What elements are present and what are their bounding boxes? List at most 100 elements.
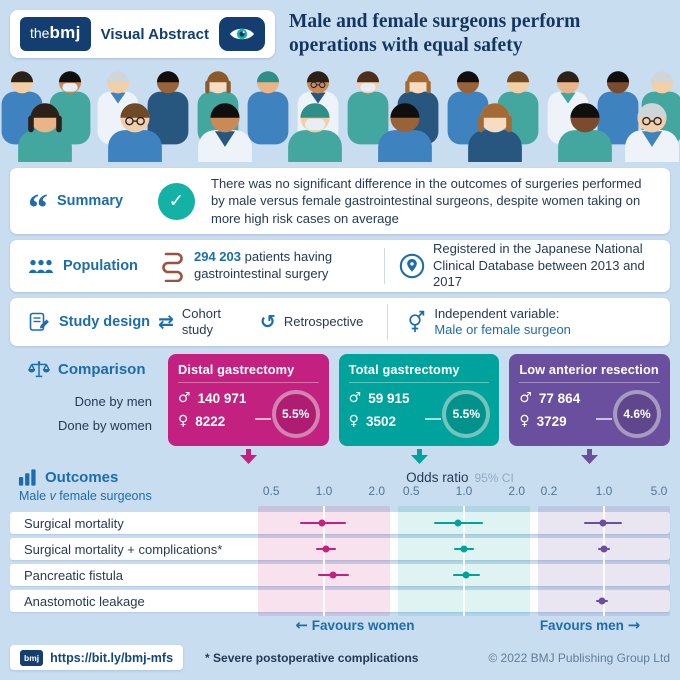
male-icon: ♂ xyxy=(519,390,532,406)
odds-ratio-point xyxy=(462,571,470,579)
header: the bmj Visual Abstract Male and female s… xyxy=(10,10,670,58)
men-count-row: ♂ 59 915 xyxy=(349,390,490,406)
registry-text: Registered in the Japanese National Clin… xyxy=(433,241,645,290)
panel-total-gastrectomy: 0.5 1.0 2.0 xyxy=(398,484,530,616)
divider xyxy=(387,304,389,340)
odds-ratio-point xyxy=(318,519,326,527)
axis-tick: 1.0 xyxy=(315,484,333,498)
summary-text: There was no significant difference in t… xyxy=(211,176,642,226)
down-arrow-icon xyxy=(410,449,428,464)
brand-card: the bmj Visual Abstract xyxy=(10,10,275,58)
independent-variable-text: Independent variable: Male or female surg… xyxy=(434,306,571,339)
women-count-row: ♀ 3502 xyxy=(349,413,490,429)
odds-ratio-point xyxy=(598,597,606,605)
gender-symbols-icon xyxy=(409,310,425,332)
axis-tick: 0.5 xyxy=(402,484,420,498)
women-count-row: ♀ 8222 xyxy=(178,413,319,429)
card-title: Distal gastrectomy xyxy=(178,362,319,383)
connector-line xyxy=(254,418,271,420)
favours-men-label: Favours men → xyxy=(539,616,641,634)
comparison-label-group: Comparison xyxy=(10,360,158,379)
percent-badge: 5.5% xyxy=(442,390,491,438)
done-by-men-label: Done by men xyxy=(74,394,152,409)
women-count: 3502 xyxy=(365,413,396,429)
odds-ratio-point xyxy=(329,571,337,579)
axis-tick: 0.5 xyxy=(262,484,280,498)
odds-ratio-point xyxy=(454,519,462,527)
men-count: 59 915 xyxy=(368,390,410,406)
study-design-label: Study design xyxy=(59,314,151,330)
axis-tick: 1.0 xyxy=(595,484,613,498)
reference-line xyxy=(323,506,325,616)
card-distal-gastrectomy: Distal gastrectomy ♂ 140 971 ♀ 8222 5.5% xyxy=(168,354,329,446)
location-pin-icon xyxy=(399,253,425,279)
surgeons-illustration xyxy=(0,64,680,162)
brand-bmj: bmj xyxy=(49,23,81,42)
row-label: Surgical mortality xyxy=(24,515,124,531)
retrospective-label: Retrospective xyxy=(283,314,364,330)
axis-tick: 2.0 xyxy=(508,484,526,498)
row-label: Anastomotic leakage xyxy=(24,593,145,609)
comparison-label: Comparison xyxy=(58,361,146,378)
connector-line xyxy=(596,418,613,420)
axis-tick: 2.0 xyxy=(368,484,386,498)
patient-count: 294 203 xyxy=(194,249,241,265)
bar-chart-icon xyxy=(18,469,36,486)
female-icon: ♀ xyxy=(348,413,359,429)
bmj-logo: the bmj xyxy=(20,17,91,51)
axis-title: Odds ratio 95% CI xyxy=(350,470,570,485)
quote-icon: “ xyxy=(28,185,48,230)
people-icon xyxy=(28,259,54,273)
outcomes-sublabel: Male v female surgeons xyxy=(19,489,152,503)
clipboard-pencil-icon xyxy=(29,312,49,331)
female-icon: ♀ xyxy=(519,413,530,429)
retrospective-item: ↺ Retrospective xyxy=(259,310,364,333)
card-arrows xyxy=(10,449,670,466)
summary-label-group: “ Summary xyxy=(10,185,158,230)
done-by-women-label: Done by women xyxy=(58,418,152,433)
panel-distal-gastrectomy: 0.5 1.0 2.0 xyxy=(258,484,390,616)
odds-ratio-point xyxy=(600,545,608,553)
reference-line xyxy=(463,506,465,616)
divider xyxy=(384,248,385,284)
bmj-mini-logo: bmj xyxy=(20,649,44,666)
outcomes-label-group: Outcomes Male v female surgeons xyxy=(18,469,152,503)
population-section: Population 294 203 patients having gastr… xyxy=(10,240,670,292)
cohort-label: Cohort study xyxy=(181,306,221,337)
men-count: 140 971 xyxy=(197,390,247,406)
outcome-row: Anastomotic leakage xyxy=(10,590,670,612)
intestine-icon xyxy=(162,252,183,282)
female-icon: ♀ xyxy=(178,413,189,429)
male-icon: ♂ xyxy=(178,390,191,406)
axis-tick: 0.2 xyxy=(540,484,558,498)
card-low-anterior-resection: Low anterior resection ♂ 77 864 ♀ 3729 4.6… xyxy=(509,354,671,446)
outcomes-label: Outcomes xyxy=(45,469,119,486)
odds-ratio-point xyxy=(599,519,607,527)
study-design-section: Study design ⇄ Cohort study ↺ Retrospect… xyxy=(10,298,670,346)
reference-line xyxy=(602,506,605,616)
row-label: Surgical mortality + complications* xyxy=(24,541,223,557)
independent-variable-item: Independent variable: Male or female surg… xyxy=(406,306,571,339)
card-title: Low anterior resection xyxy=(519,362,661,383)
url-text: https://bit.ly/bmj-mfs xyxy=(50,650,174,665)
independent-variable-label: Independent variable: xyxy=(434,305,560,321)
panel-low-anterior-resection: 0.2 1.0 5.0 xyxy=(538,484,670,616)
male-icon: ♂ xyxy=(348,390,362,406)
retrospective-icon: ↺ xyxy=(259,310,276,333)
url-link[interactable]: bmj https://bit.ly/bmj-mfs xyxy=(10,645,184,670)
axis-tick: 5.0 xyxy=(650,484,668,498)
cohort-item: ⇄ Cohort study xyxy=(158,306,234,337)
women-count-row: ♀ 3729 xyxy=(519,413,660,429)
summary-section: “ Summary ✓ There was no significant dif… xyxy=(10,168,670,234)
forest-plot: 0.5 1.0 2.0 0.5 1.0 2.0 0.2 1.0 5.0 Surgical m… xyxy=(10,484,670,616)
outcomes-header: Outcomes Male v female surgeons Odds rat… xyxy=(10,466,670,512)
independent-variable-value: Male or female surgeon xyxy=(434,322,571,337)
axis-tick: 1.0 xyxy=(455,484,473,498)
connector-line xyxy=(425,418,442,420)
summary-label: Summary xyxy=(57,193,124,209)
favours-labels: ← Favours women Favours men → xyxy=(10,616,670,638)
visual-abstract-label: Visual Abstract xyxy=(100,25,209,43)
eye-icon xyxy=(218,17,265,51)
odds-ratio-point xyxy=(460,545,468,553)
